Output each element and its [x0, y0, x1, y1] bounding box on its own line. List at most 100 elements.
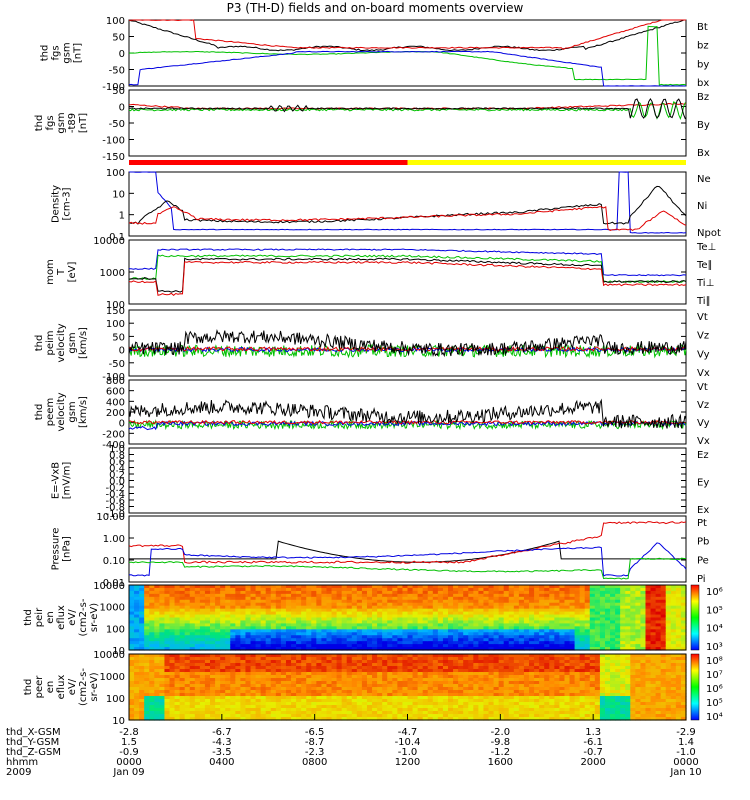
y-tick-label: 10000 — [93, 236, 125, 247]
y-tick-label: 0.8 — [109, 451, 125, 462]
colorbar — [690, 653, 700, 721]
legend-Vx: Vx — [697, 436, 710, 447]
trace-Npot — [129, 171, 687, 234]
ephemeris-value: -6.7 — [212, 727, 232, 738]
y-axis-label-line: velocity — [56, 392, 67, 431]
y-axis-label-line: thd — [34, 115, 45, 132]
y-axis-label-line: (cm2-s- — [78, 598, 89, 636]
y-tick-label: -50 — [109, 66, 125, 77]
y-axis-label-line: peir — [34, 607, 45, 627]
y-axis-label: thd peir en eflux eV/(cm2-s-sr-eV) — [23, 598, 100, 636]
y-tick-label: -100 — [102, 136, 125, 147]
y-tick-label: 800 — [106, 376, 125, 387]
y-axis-label-line: thd — [23, 609, 34, 626]
legend-Bx: Bx — [697, 148, 710, 159]
y-axis-label-line: fgs — [45, 115, 56, 130]
colorbar-label: 10⁶ — [706, 684, 723, 695]
colorbar-label: 10⁵ — [706, 605, 723, 616]
y-tick-label: 10000 — [93, 581, 125, 592]
y-tick-label: 0 — [119, 49, 125, 60]
legend-by: by — [697, 59, 709, 70]
trace-Ti-par — [128, 254, 687, 283]
trace-Bx-resid — [128, 97, 686, 120]
trace-bz — [129, 19, 686, 51]
colorbar-label: 10⁶ — [706, 587, 723, 598]
ephemeris-value: -0.9 — [119, 747, 139, 758]
y-tick-label: 200 — [106, 408, 125, 419]
trace-bx — [128, 50, 686, 87]
y-tick-label: -0.6 — [105, 496, 125, 507]
ephemeris-value: Jan 10 — [669, 767, 701, 778]
ephemeris-value: Jan 09 — [112, 767, 144, 778]
legend-Pi: Pi — [697, 574, 706, 585]
mode-bar-segment — [407, 160, 686, 165]
ephemeris-value: 1200 — [395, 757, 420, 768]
y-axis-label-line: thd — [23, 679, 34, 696]
y-axis-label-line: thd — [34, 335, 45, 352]
legend-Pt: Pt — [697, 518, 707, 529]
spectrogram-cells — [129, 585, 687, 651]
legend-Vy: Vy — [697, 349, 710, 360]
ephemeris-value: 1600 — [488, 757, 513, 768]
trace-Pt — [129, 540, 686, 563]
y-tick-label: 0 — [119, 419, 125, 430]
legend-Bz: Bz — [697, 92, 709, 103]
trace-Pi — [128, 542, 687, 577]
ephemeris-value: 1.3 — [585, 727, 601, 738]
y-tick-label: 100 — [106, 319, 125, 330]
legend-Bt: Bt — [697, 22, 708, 33]
y-axis-label-line: eflux — [56, 675, 67, 700]
trace-Vz-ele — [128, 419, 686, 425]
y-axis-label-line: peem — [45, 398, 56, 426]
panel-frame — [128, 171, 687, 237]
legend-Npot: Npot — [697, 228, 721, 239]
ephemeris-value: -6.5 — [305, 727, 325, 738]
ephemeris-value: -2.8 — [119, 727, 139, 738]
y-tick-label: 0.01 — [103, 578, 125, 589]
legend-bx: bx — [697, 78, 709, 89]
mode-bar-segment — [129, 160, 408, 165]
y-axis-label-line: Density — [51, 185, 62, 223]
ephemeris-value: -1.2 — [491, 747, 511, 758]
colorbar-label: 10⁸ — [706, 656, 723, 667]
y-axis-label: mom T [eV] — [45, 259, 78, 285]
y-tick-label: -50 — [109, 119, 125, 130]
ephemeris-value: -4.7 — [398, 727, 418, 738]
y-axis-label-line: velocity — [56, 323, 67, 362]
legend-Pe: Pe — [697, 555, 709, 566]
trace-Ne — [128, 206, 687, 231]
y-tick-label: 100 — [106, 694, 125, 705]
y-tick-label: -0.8 — [105, 503, 125, 514]
y-tick-label: 100 — [106, 300, 125, 311]
ephemeris-value: -2.9 — [676, 727, 696, 738]
panel-4: 10000 1000 100 mom T [eV] Te⊥ Te∥ Ti⊥ Ti∥ — [45, 236, 716, 311]
y-tick-label: 0.1 — [109, 232, 125, 243]
ephemeris-label: thd_Y-GSM — [6, 737, 59, 748]
y-axis-label-line: eV/ — [67, 678, 78, 695]
panel-frame — [128, 309, 687, 377]
ephemeris-value: 0400 — [209, 757, 234, 768]
y-axis-label: Pressure [nPa] — [51, 528, 73, 571]
y-axis-label-line: thd — [34, 404, 45, 421]
y-axis-label-line: en — [45, 681, 56, 694]
colorbar-label: 10³ — [706, 642, 723, 653]
y-tick-label: -0.4 — [105, 490, 125, 501]
y-tick-label: 0 — [119, 346, 125, 357]
y-axis-label-line: [nPa] — [62, 536, 73, 562]
legend-Vx: Vx — [697, 368, 710, 379]
y-tick-label: 0.2 — [109, 470, 125, 481]
y-tick-label: 0.6 — [109, 457, 125, 468]
y-axis-label-line: -t89 — [67, 113, 78, 133]
y-tick-label: 0.4 — [109, 464, 125, 475]
ephemeris-value: -8.7 — [305, 737, 325, 748]
legend-Te∥: Te∥ — [696, 260, 713, 271]
ephemeris-label: thd_Z-GSM — [6, 747, 61, 758]
y-axis-label-line: [mV/m] — [62, 462, 73, 500]
y-tick-label: 1.0 — [109, 444, 125, 455]
legend-Ez: Ez — [697, 450, 709, 461]
y-tick-label: -200 — [102, 429, 125, 440]
y-axis-label-line: gsm — [67, 332, 78, 353]
legend-Vz: Vz — [697, 331, 709, 342]
